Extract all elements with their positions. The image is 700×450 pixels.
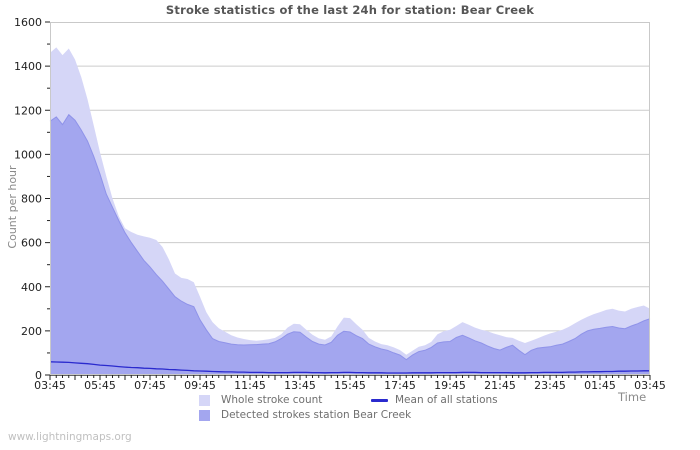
detected-strokes-edge — [49, 113, 651, 361]
x-tick-label: 11:45 — [234, 379, 266, 392]
x-tick-label: 17:45 — [384, 379, 416, 392]
x-tick-label: 15:45 — [334, 379, 366, 392]
y-tick-label: 200 — [21, 325, 42, 338]
x-tick-label: 09:45 — [184, 379, 216, 392]
detected-strokes-area — [50, 114, 650, 375]
legend-label-whole-stroke-count: Whole stroke count — [221, 394, 323, 406]
y-tick-label: 1200 — [14, 104, 42, 117]
y-tick-label: 1000 — [14, 148, 42, 161]
legend-label-detected-strokes: Detected strokes station Bear Creek — [221, 409, 412, 421]
watermark-link[interactable]: www.lightningmaps.org — [8, 431, 132, 443]
legend-label-mean-of-all-stations: Mean of all stations — [395, 394, 498, 406]
y-tick-label: 400 — [21, 281, 42, 294]
mean-of-all-stations-line — [49, 361, 650, 374]
x-tick-label: 23:45 — [534, 379, 566, 392]
y-tick-label: 0 — [35, 369, 42, 382]
x-tick-label: 07:45 — [134, 379, 166, 392]
x-tick-label: 03:45 — [34, 379, 66, 392]
x-tick-label: 19:45 — [434, 379, 466, 392]
x-tick-label: 21:45 — [484, 379, 516, 392]
plot-frame — [50, 22, 650, 375]
x-tick-label: 03:45 — [634, 379, 666, 392]
y-tick-label: 600 — [21, 237, 42, 250]
y-tick-label: 800 — [21, 193, 42, 206]
whole-stroke-count-swatch-icon — [199, 395, 210, 406]
x-tick-label: 01:45 — [584, 379, 616, 392]
x-axis-label: Time — [618, 390, 647, 404]
y-tick-label: 1400 — [14, 60, 42, 73]
x-tick-label: 13:45 — [284, 379, 316, 392]
y-tick-label: 1600 — [14, 16, 42, 29]
mean-line-swatch-icon — [371, 399, 388, 402]
detected-strokes-swatch-icon — [199, 410, 210, 421]
x-tick-label: 05:45 — [84, 379, 116, 392]
chart-title: Stroke statistics of the last 24h for st… — [165, 3, 535, 17]
